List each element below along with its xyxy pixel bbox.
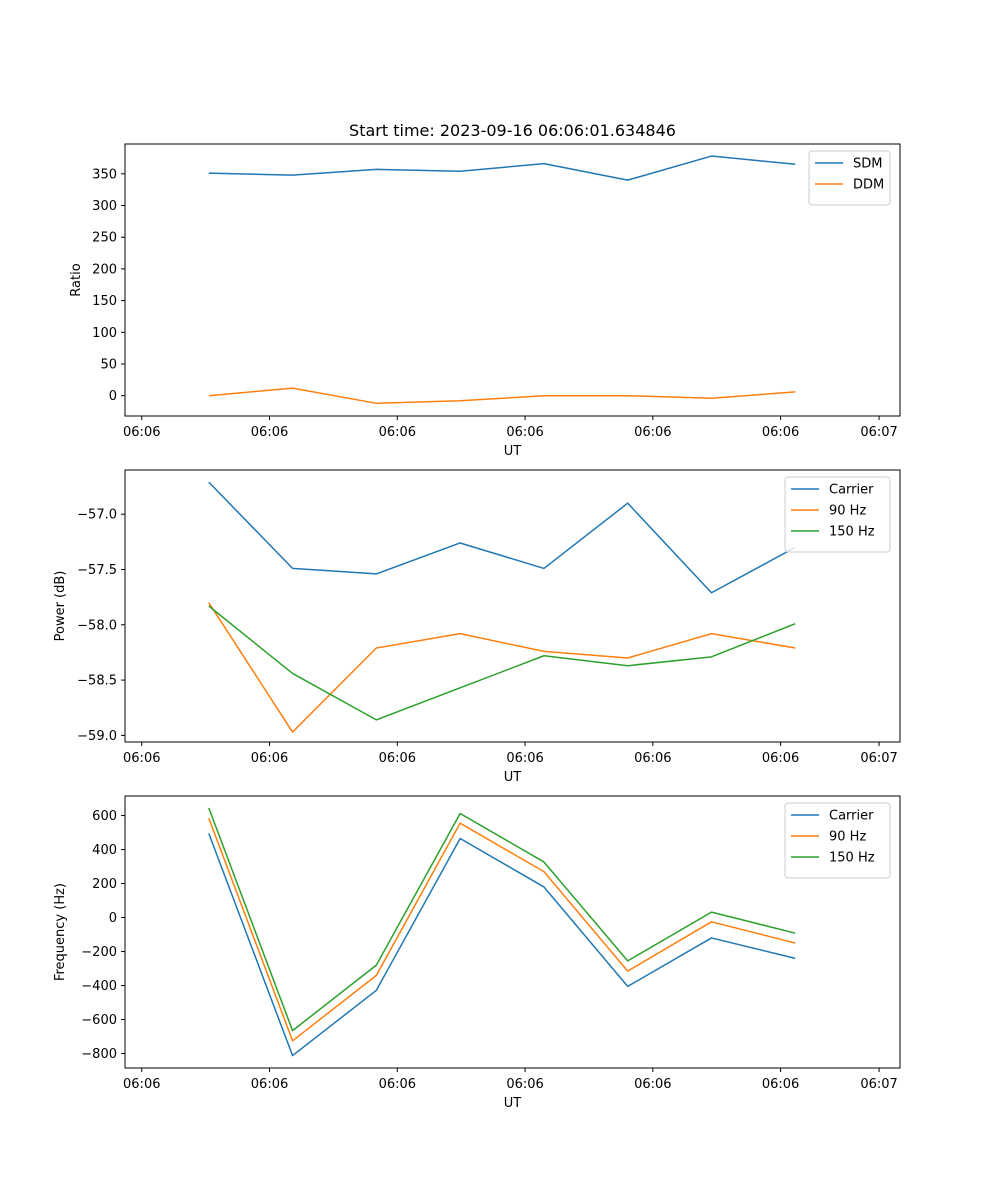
x-tick-label: 06:06 bbox=[379, 1077, 416, 1092]
x-tick-label: 06:06 bbox=[762, 751, 799, 766]
x-tick-label: 06:06 bbox=[634, 1077, 671, 1092]
legend-label: 150 Hz bbox=[829, 525, 875, 540]
y-tick-label: 350 bbox=[92, 167, 117, 182]
series-line-carrier bbox=[208, 833, 796, 1057]
axes-frame bbox=[124, 143, 901, 417]
x-axis-label: UT bbox=[504, 1096, 522, 1111]
panel-1: 06:06 06:06 06:06 06:06 06:06 06:06 06:07 0 50 10… bbox=[69, 121, 901, 459]
legend-box bbox=[808, 150, 891, 206]
x-tick-label: 06:07 bbox=[860, 1077, 897, 1092]
x-tick-label: 06:06 bbox=[251, 1077, 288, 1092]
legend: Carrier 90 Hz 150 Hz bbox=[784, 476, 891, 553]
y-axis-label: Ratio bbox=[69, 263, 84, 296]
legend: Carrier 90 Hz 150 Hz bbox=[784, 802, 891, 879]
x-tick-label: 06:06 bbox=[506, 1077, 543, 1092]
x-tick-label: 06:06 bbox=[251, 425, 288, 440]
y-tick-label: 200 bbox=[92, 877, 117, 892]
x-tick-label: 06:06 bbox=[762, 1077, 799, 1092]
panel-2: 06:06 06:06 06:06 06:06 06:06 06:06 06:07 −59.0… bbox=[53, 469, 901, 785]
legend-label: SDM bbox=[853, 157, 882, 172]
y-tick-label: −57.5 bbox=[77, 563, 117, 578]
y-tick-label: −58.5 bbox=[77, 674, 117, 689]
axes-frame bbox=[124, 469, 901, 743]
y-axis-label: Frequency (Hz) bbox=[53, 883, 68, 981]
x-tick-label: 06:06 bbox=[251, 751, 288, 766]
legend-label: Carrier bbox=[829, 809, 874, 824]
x-tick-label: 06:06 bbox=[762, 425, 799, 440]
chart-title: Start time: 2023-09-16 06:06:01.634846 bbox=[349, 121, 676, 140]
y-tick-label: −57.0 bbox=[77, 508, 117, 523]
y-tick-label: 300 bbox=[92, 199, 117, 214]
x-tick-label: 06:06 bbox=[123, 425, 160, 440]
y-tick-label: −600 bbox=[81, 1013, 117, 1028]
series-line-150-hz bbox=[208, 605, 796, 721]
x-tick-label: 06:06 bbox=[379, 425, 416, 440]
x-tick-label: 06:06 bbox=[379, 751, 416, 766]
y-tick-label: −400 bbox=[81, 979, 117, 994]
y-tick-label: −59.0 bbox=[77, 729, 117, 744]
y-tick-label: 600 bbox=[92, 809, 117, 824]
y-tick-label: 0 bbox=[109, 389, 117, 404]
legend-box bbox=[784, 476, 891, 553]
y-tick-label: 150 bbox=[92, 294, 117, 309]
y-tick-label: 0 bbox=[109, 911, 117, 926]
x-tick-label: 06:07 bbox=[860, 425, 897, 440]
y-tick-label: 400 bbox=[92, 843, 117, 858]
panel-3: 06:06 06:06 06:06 06:06 06:06 06:06 06:07 −800 −… bbox=[53, 795, 901, 1111]
x-tick-label: 06:06 bbox=[123, 1077, 160, 1092]
series-line-90-hz bbox=[208, 817, 796, 1042]
series-line-150-hz bbox=[208, 807, 796, 1032]
legend-label: 150 Hz bbox=[829, 851, 875, 866]
legend: SDM DDM bbox=[808, 150, 891, 206]
x-tick-label: 06:06 bbox=[634, 425, 671, 440]
x-axis-label: UT bbox=[504, 444, 522, 459]
y-tick-label: 50 bbox=[100, 358, 117, 373]
series-line-ddm bbox=[208, 387, 796, 405]
y-tick-label: 100 bbox=[92, 326, 117, 341]
legend-box bbox=[784, 802, 891, 879]
series-line-90-hz bbox=[208, 602, 796, 733]
legend-label: Carrier bbox=[829, 483, 874, 498]
x-tick-label: 06:06 bbox=[506, 751, 543, 766]
y-tick-label: −58.0 bbox=[77, 618, 117, 633]
legend-label: 90 Hz bbox=[829, 504, 866, 519]
y-tick-label: −800 bbox=[81, 1047, 117, 1062]
y-axis-label: Power (dB) bbox=[53, 571, 68, 642]
series-line-sdm bbox=[208, 155, 796, 181]
x-tick-label: 06:06 bbox=[634, 751, 671, 766]
x-axis-label: UT bbox=[504, 770, 522, 785]
legend-label: 90 Hz bbox=[829, 830, 866, 845]
y-tick-label: 250 bbox=[92, 231, 117, 246]
x-tick-label: 06:06 bbox=[506, 425, 543, 440]
x-tick-label: 06:07 bbox=[860, 751, 897, 766]
y-tick-label: −200 bbox=[81, 945, 117, 960]
series-line-carrier bbox=[208, 481, 796, 594]
y-tick-label: 200 bbox=[92, 262, 117, 277]
x-tick-label: 06:06 bbox=[123, 751, 160, 766]
axes-frame bbox=[124, 795, 901, 1069]
legend-label: DDM bbox=[853, 178, 884, 193]
